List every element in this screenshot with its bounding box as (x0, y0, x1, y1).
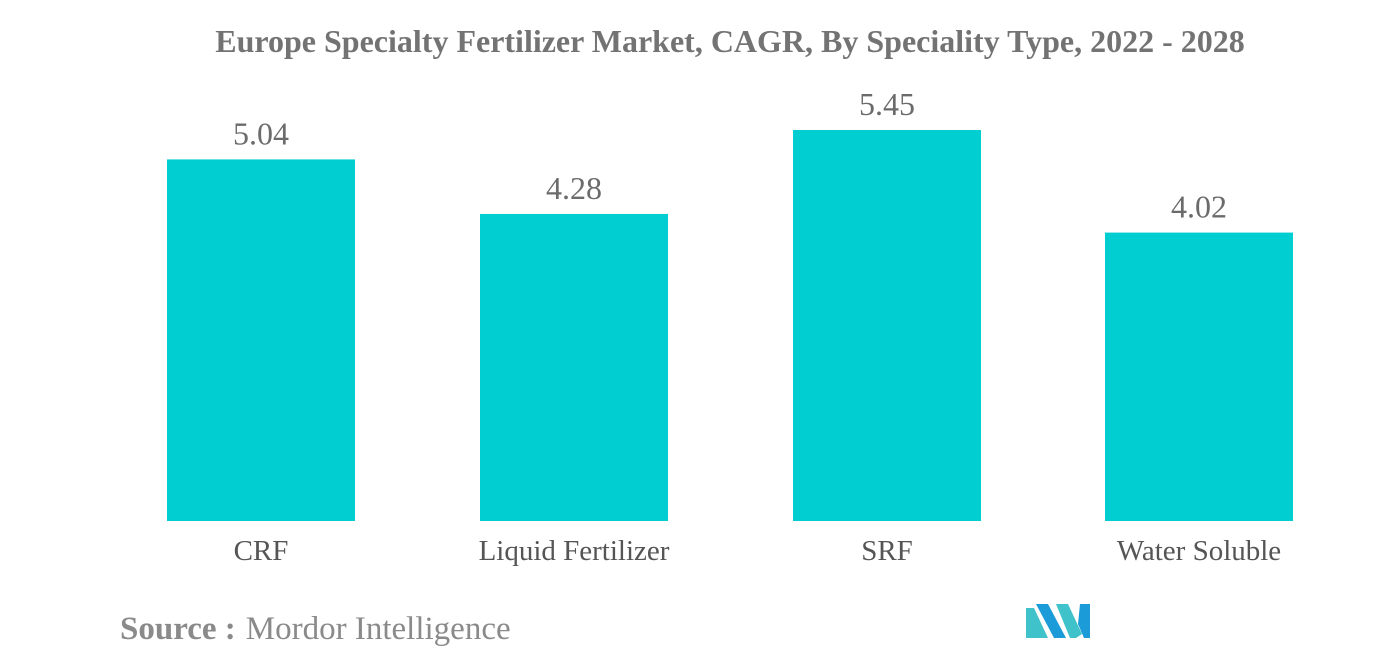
logo-right-stroke (1078, 604, 1090, 638)
bar-value-label-2: 5.45 (859, 86, 915, 122)
source-line: Source : Mordor Intelligence (120, 611, 511, 647)
category-label-0: CRF (234, 535, 289, 567)
bar-2 (793, 130, 981, 521)
logo-mid2-stroke (1056, 604, 1082, 638)
category-labels-group: CRF Liquid Fertilizer SRF Water Soluble (234, 535, 1282, 567)
chart-title: Europe Specialty Fertilizer Market, CAGR… (215, 23, 1245, 59)
bar-3 (1105, 232, 1293, 522)
bar-value-label-1: 4.28 (546, 170, 602, 206)
source-text: Mordor Intelligence (246, 611, 511, 647)
bar-value-label-0: 5.04 (233, 115, 289, 151)
bar-value-label-3: 4.02 (1171, 189, 1227, 225)
bars-group (167, 130, 1293, 522)
category-label-1: Liquid Fertilizer (479, 535, 670, 567)
logo-left-stroke (1026, 608, 1048, 638)
source-label: Source : (120, 611, 236, 647)
category-label-3: Water Soluble (1117, 535, 1281, 567)
bar-1 (480, 213, 668, 521)
logo-mid-stroke (1036, 604, 1066, 638)
bar-0 (167, 159, 355, 521)
value-labels-group: 5.04 4.28 5.45 4.02 (233, 86, 1227, 225)
mordor-intelligence-logo-icon (1026, 604, 1090, 638)
category-label-2: SRF (861, 535, 913, 567)
